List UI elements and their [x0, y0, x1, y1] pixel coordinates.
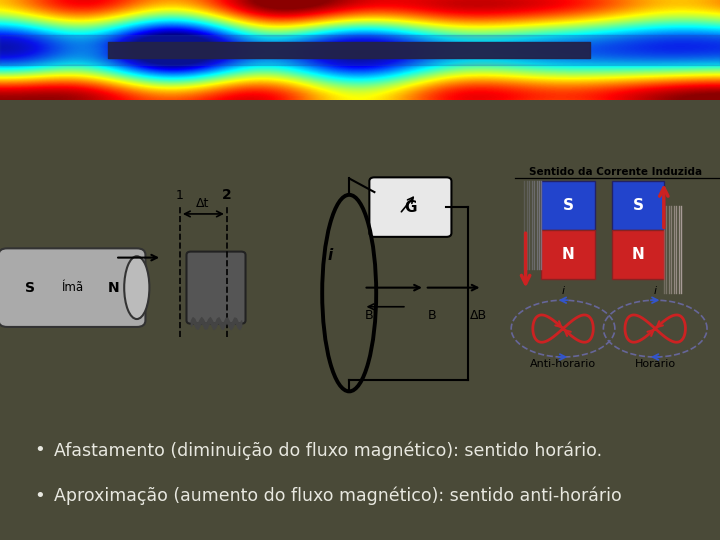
Text: Anti-horario: Anti-horario: [530, 359, 596, 369]
Text: Δt: Δt: [197, 197, 210, 210]
Text: ΔB: ΔB: [470, 309, 487, 322]
Text: Ímã: Ímã: [61, 281, 83, 294]
Text: S: S: [632, 198, 644, 213]
Text: G: G: [404, 200, 417, 215]
Text: Horario: Horario: [634, 359, 676, 369]
Text: Afastamento (diminuição do fluxo magnético): sentido horário.: Afastamento (diminuição do fluxo magnéti…: [54, 441, 602, 460]
Text: 1: 1: [176, 189, 184, 202]
Text: i: i: [654, 286, 657, 295]
FancyBboxPatch shape: [541, 181, 595, 231]
Text: •: •: [35, 487, 45, 505]
Text: B': B': [365, 309, 377, 322]
Text: 2: 2: [222, 188, 232, 202]
Text: Aproximação (aumento do fluxo magnético): sentido anti-horário: Aproximação (aumento do fluxo magnético)…: [54, 487, 622, 505]
FancyBboxPatch shape: [612, 181, 664, 231]
Text: B: B: [428, 309, 436, 322]
Text: i: i: [562, 286, 564, 295]
FancyBboxPatch shape: [612, 231, 664, 280]
Text: Sentido da Corrente Induzida: Sentido da Corrente Induzida: [529, 167, 702, 177]
Text: N: N: [562, 247, 575, 262]
FancyBboxPatch shape: [541, 231, 595, 280]
FancyBboxPatch shape: [186, 252, 246, 323]
FancyBboxPatch shape: [0, 248, 145, 327]
FancyBboxPatch shape: [369, 177, 451, 237]
Text: S: S: [25, 281, 35, 295]
Ellipse shape: [124, 256, 150, 319]
Text: i: i: [327, 248, 333, 264]
Text: N: N: [108, 281, 120, 295]
Text: N: N: [631, 247, 644, 262]
Text: •: •: [35, 442, 45, 460]
Text: S: S: [563, 198, 574, 213]
